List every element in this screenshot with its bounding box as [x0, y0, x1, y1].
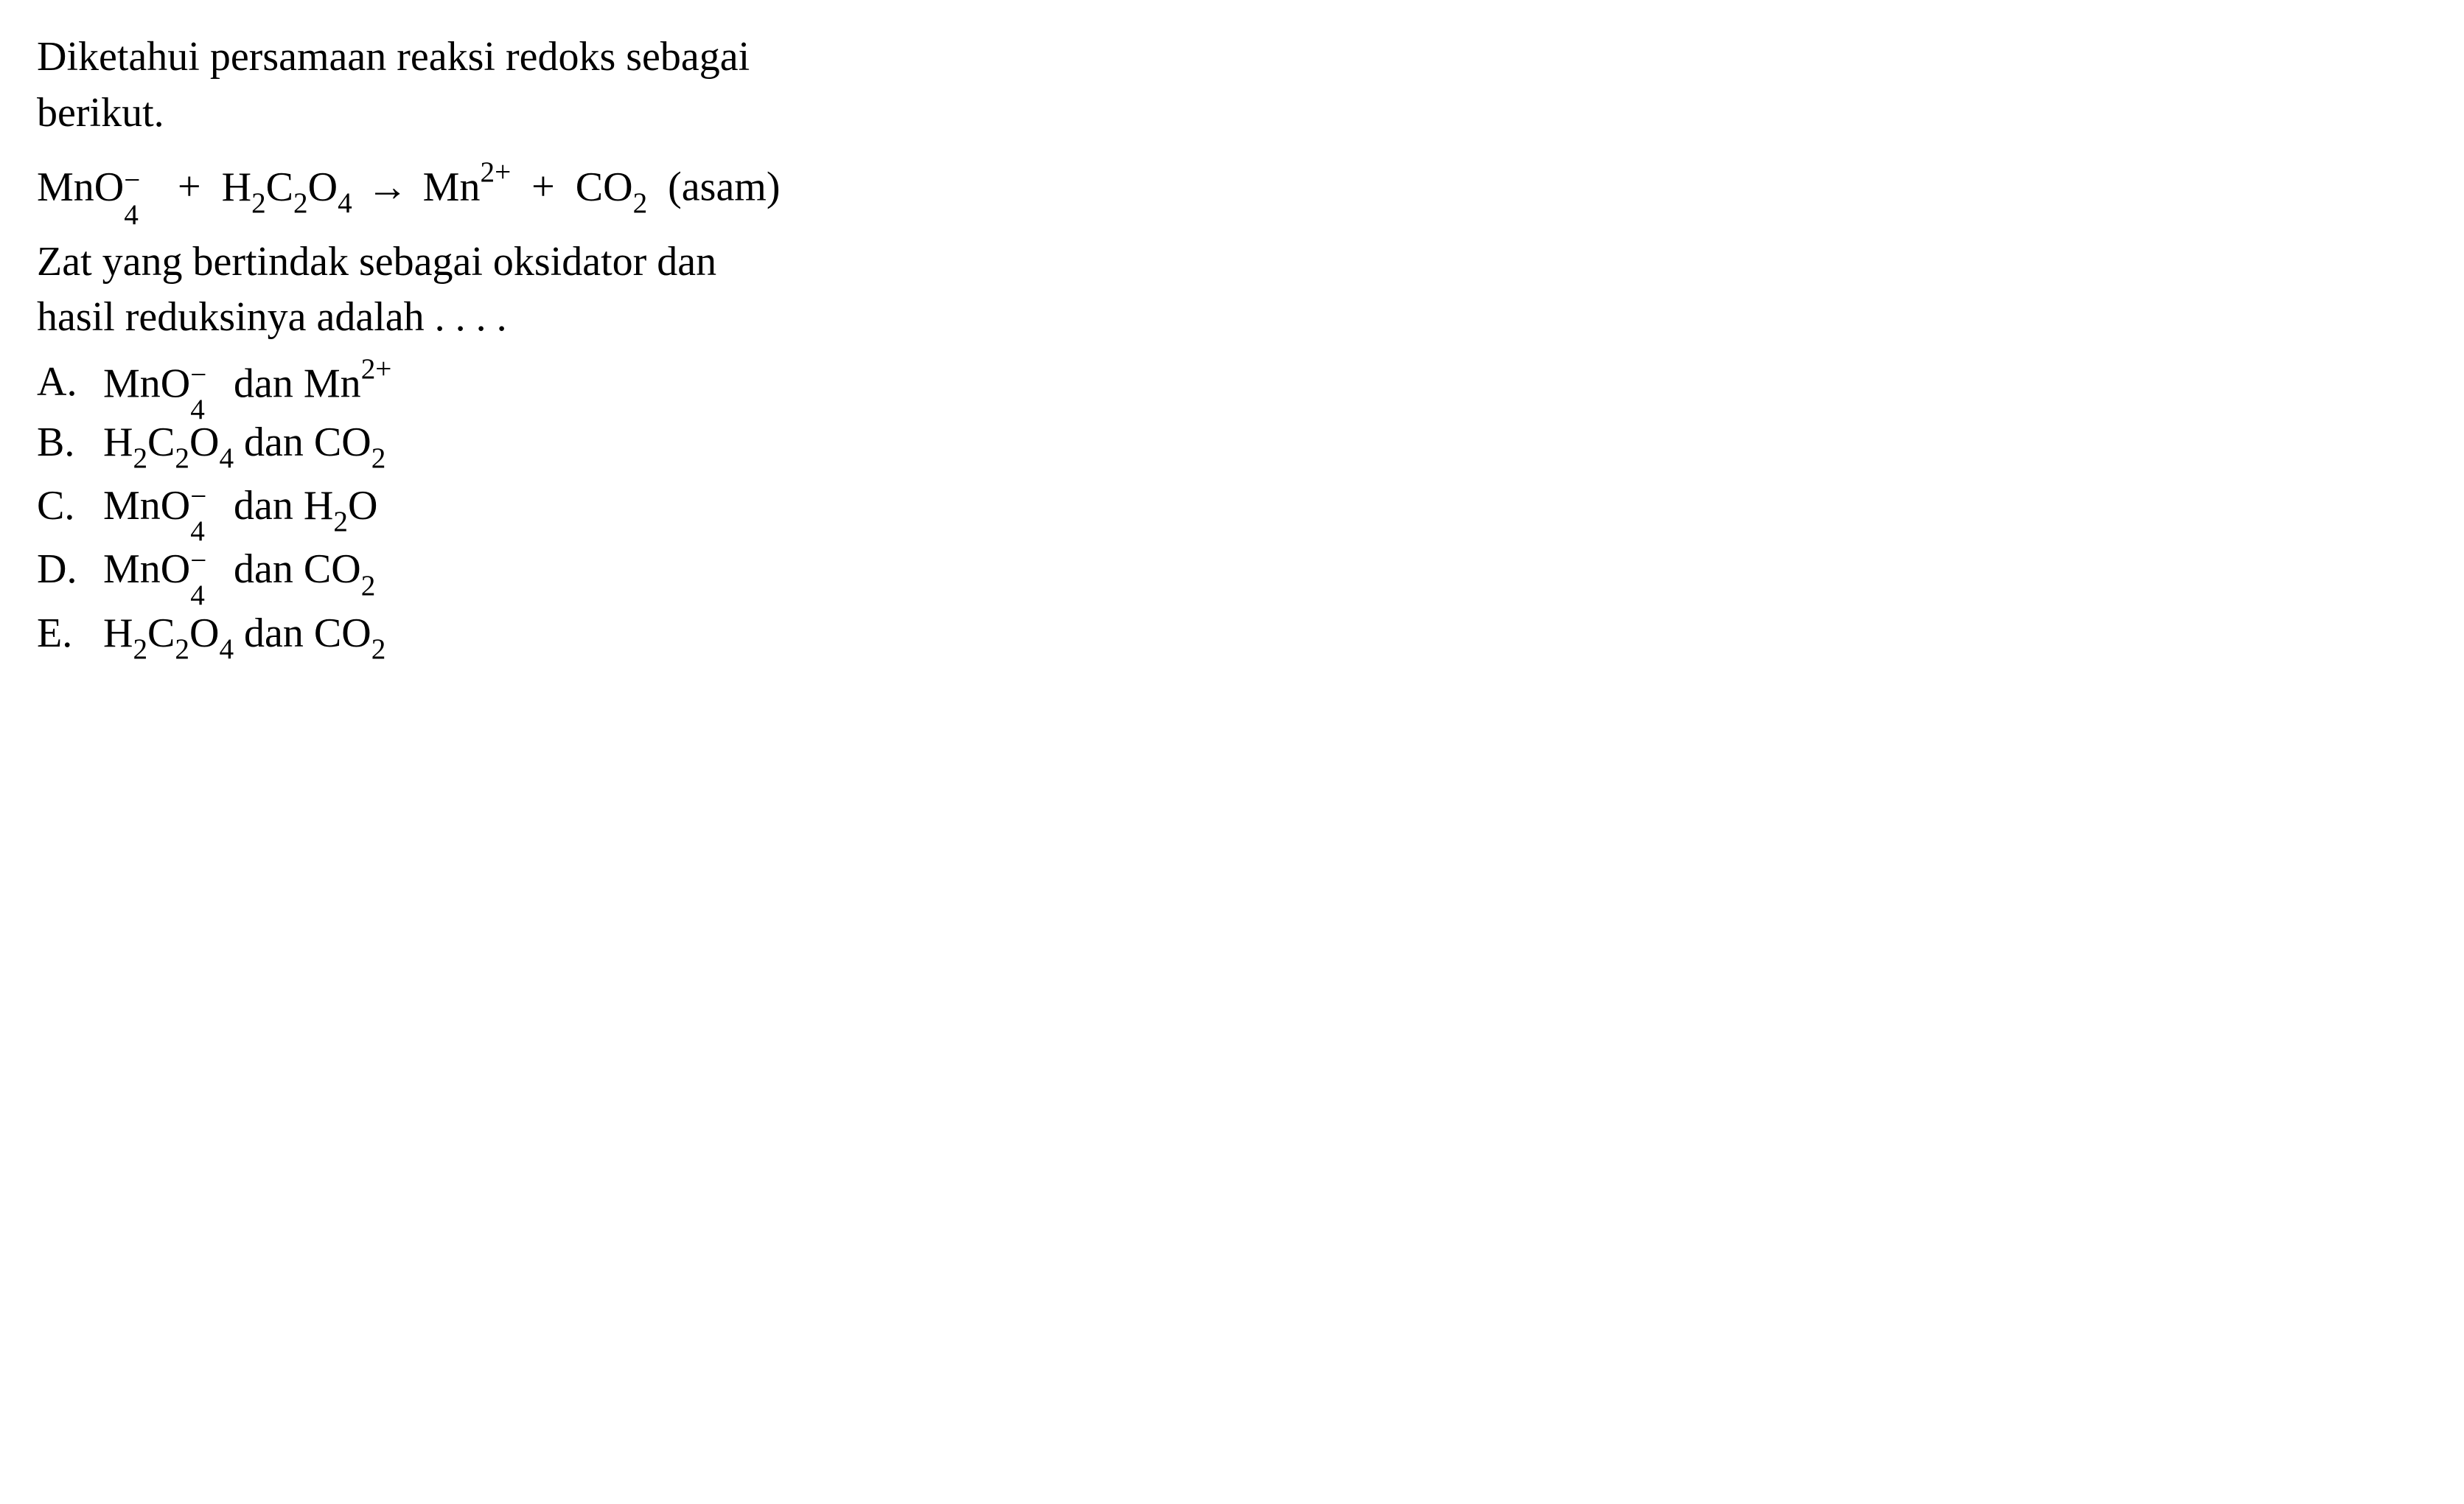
intro-line-1: Diketahui persamaan reaksi redoks sebaga…: [37, 34, 750, 80]
option-letter: A.: [37, 355, 103, 412]
option-letter: C.: [37, 478, 103, 539]
option-e: E. H2C2O4 dan CO2: [37, 606, 2427, 666]
species-mno4: MnO−4: [37, 164, 167, 210]
plus-1: +: [178, 164, 201, 210]
option-content: H2C2O4 dan CO2: [103, 606, 385, 666]
equation: MnO−4 + H2C2O4 → Mn2+ + CO2 (asam): [37, 156, 2427, 223]
question-line-2: hasil reduksinya adalah . . . .: [37, 294, 507, 340]
species-mn2plus: Mn2+: [423, 164, 522, 210]
species-co2: CO2: [576, 164, 657, 210]
plus-2: +: [531, 164, 555, 210]
option-d: D. MnO−4 dan CO2: [37, 542, 2427, 602]
intro-line-2: berikut.: [37, 90, 164, 136]
arrow-icon: →: [363, 156, 413, 218]
option-letter: B.: [37, 415, 103, 476]
option-content: H2C2O4 dan CO2: [103, 415, 385, 476]
question-line-1: Zat yang bertindak sebagai oksidator dan: [37, 239, 716, 285]
question-prompt: Zat yang bertindak sebagai oksidator dan…: [37, 234, 2427, 346]
option-b: B. H2C2O4 dan CO2: [37, 415, 2427, 476]
options-list: A. MnO−4 dan Mn2+ B. H2C2O4 dan CO2 C. M…: [37, 355, 2427, 666]
option-content: MnO−4 dan CO2: [103, 542, 375, 602]
species-h2c2o4: H2C2O4: [222, 164, 363, 210]
option-a: A. MnO−4 dan Mn2+: [37, 355, 2427, 412]
option-content: MnO−4 dan Mn2+: [103, 355, 391, 412]
option-c: C. MnO−4 dan H2O: [37, 478, 2427, 539]
condition: (asam): [668, 164, 780, 210]
question-intro: Diketahui persamaan reaksi redoks sebaga…: [37, 29, 2427, 141]
option-letter: D.: [37, 542, 103, 602]
option-content: MnO−4 dan H2O: [103, 478, 377, 539]
option-letter: E.: [37, 606, 103, 666]
